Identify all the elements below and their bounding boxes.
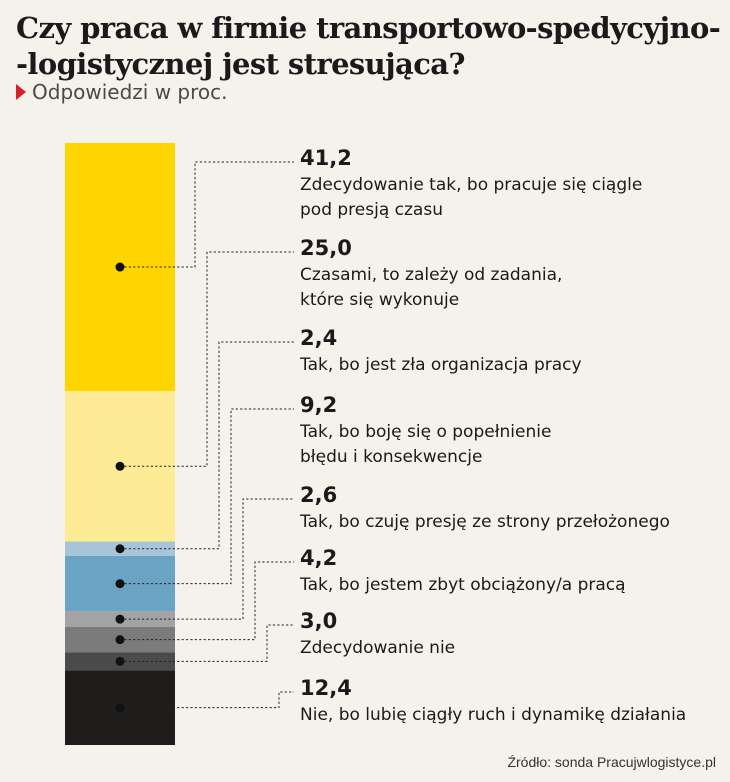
data-label-1: 41,2 [300,146,352,170]
category-label-2-line-1: Czasami, to zależy od zadania, [300,265,562,285]
category-label-2-line-2: które się wykonuje [300,290,459,310]
data-label-5: 2,6 [300,483,337,507]
data-label-7: 3,0 [300,609,337,633]
subtitle-text: Odpowiedzi w proc. [32,80,228,104]
data-label-8: 12,4 [300,676,352,700]
data-label-3: 2,4 [300,326,337,350]
bar-segments [65,143,175,745]
category-label-1-line-1: Zdecydowanie tak, bo pracuje się ciągle [300,175,642,195]
leader-line-8 [120,691,294,709]
leader-line-6 [120,561,294,641]
data-label-2: 25,0 [300,236,352,260]
segment-dot-7 [115,656,125,666]
chart-title: Czy praca w firmie transportowo-spedycyj… [16,10,721,82]
data-label-4: 9,2 [300,393,337,417]
leader-line-1 [120,161,294,268]
leader-line-4 [120,408,294,585]
segment-dot-2 [115,461,125,471]
category-label-4-line-2: błędu i konsekwencje [300,447,482,467]
category-label-5-line-1: Tak, bo czuję presję ze strony przełożon… [299,512,670,532]
category-label-6-line-1: Tak, bo jestem zbyt obciążony/a pracą [299,575,626,595]
leader-line-5 [120,498,294,620]
segment-labels: 41,2 Zdecydowanie tak, bo pracuje się cią… [299,146,686,725]
chart-subtitle: Odpowiedzi w proc. [16,80,227,104]
category-label-4-line-1: Tak, bo boję się o popełnienie [299,422,551,442]
segment-dot-6 [115,635,125,645]
category-label-1-line-2: pod presją czasu [300,200,443,220]
leader-lines [115,161,294,713]
title-line-2: -logistycznej jest stresująca? [16,47,465,81]
title-line-1: Czy praca w firmie transportowo-spedycyj… [16,11,721,45]
segment-dot-1 [115,262,125,272]
segment-dot-3 [115,544,125,554]
segment-dot-8 [115,703,125,713]
leader-line-2 [120,251,294,467]
segment-dot-5 [115,614,125,624]
category-label-8-line-1: Nie, bo lubię ciągły ruch i dynamikę dzi… [300,705,686,725]
category-label-3-line-1: Tak, bo jest zła organizacja pracy [299,355,582,375]
data-label-6: 4,2 [300,546,337,570]
leader-line-3 [120,341,294,550]
source-note: Źródło: sonda Pracujwlogistyce.pl [507,754,716,770]
triangle-marker-icon [16,84,26,100]
segment-dot-4 [115,579,125,589]
category-label-7-line-1: Zdecydowanie nie [300,638,455,658]
